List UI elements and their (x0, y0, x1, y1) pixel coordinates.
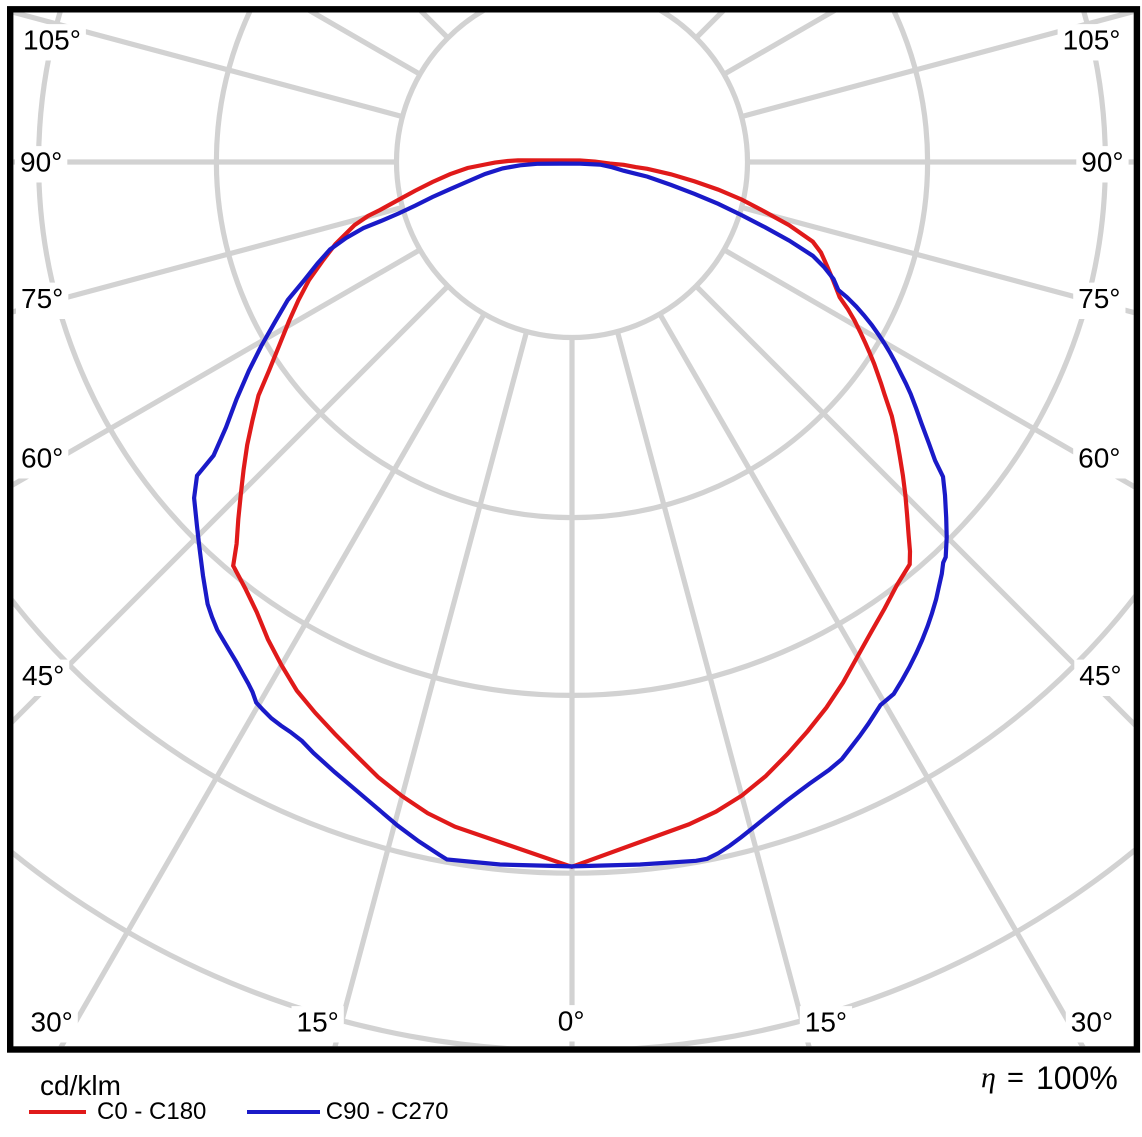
svg-text:30°: 30° (31, 1007, 73, 1038)
svg-text:η: η (981, 1061, 996, 1094)
svg-text:75°: 75° (21, 283, 63, 314)
svg-text:0°: 0° (558, 1006, 585, 1037)
svg-text:C0 - C180: C0 - C180 (97, 1098, 206, 1125)
svg-text:60°: 60° (1078, 443, 1120, 474)
svg-text:45°: 45° (1079, 660, 1121, 691)
svg-text:90°: 90° (1081, 147, 1123, 178)
svg-text:15°: 15° (805, 1007, 847, 1038)
svg-text:15°: 15° (297, 1007, 339, 1038)
svg-text:105°: 105° (23, 25, 81, 56)
svg-text:75°: 75° (1078, 283, 1120, 314)
svg-text:C90 - C270: C90 - C270 (326, 1098, 449, 1125)
svg-text:100%: 100% (1036, 1060, 1118, 1096)
svg-text:90°: 90° (20, 147, 62, 178)
svg-text:60°: 60° (21, 443, 63, 474)
svg-text:cd/klm: cd/klm (40, 1070, 121, 1101)
svg-text:=: = (1007, 1062, 1024, 1094)
svg-text:105°: 105° (1063, 25, 1121, 56)
svg-text:45°: 45° (22, 660, 64, 691)
svg-text:30°: 30° (1071, 1007, 1113, 1038)
